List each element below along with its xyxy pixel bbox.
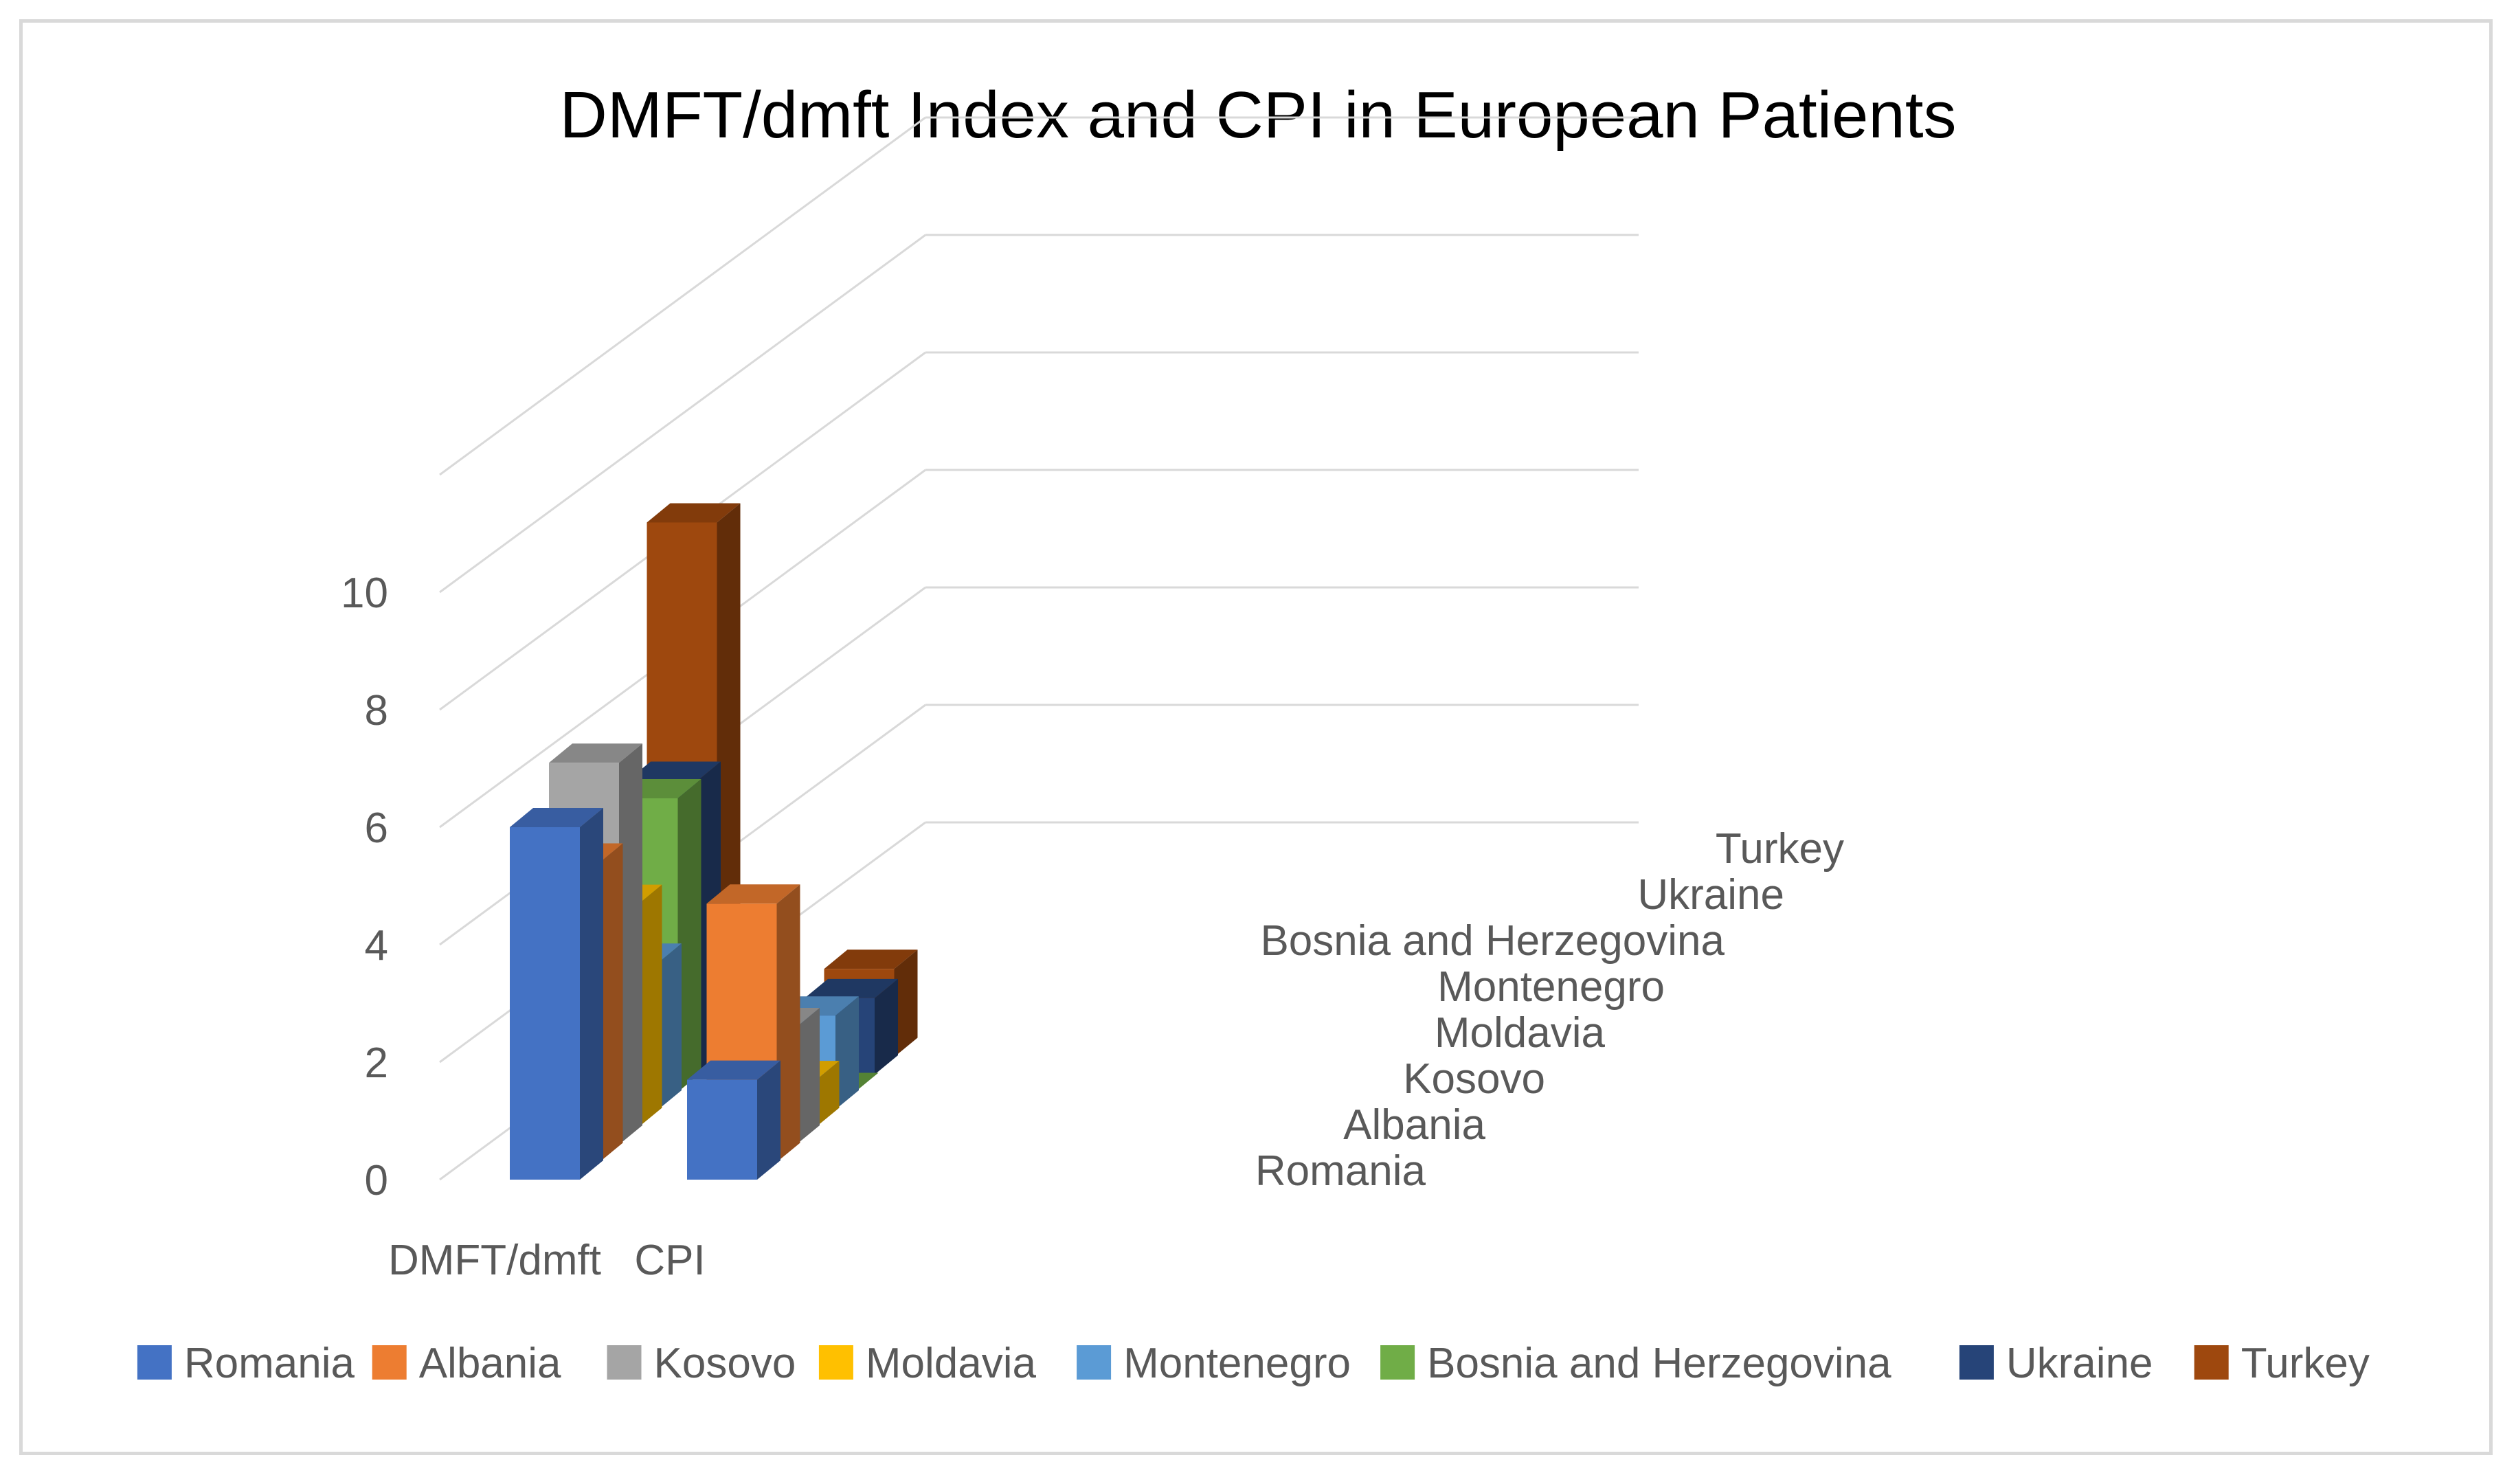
legend-item: Kosovo xyxy=(607,1340,796,1387)
bar-side-face xyxy=(580,808,603,1180)
chart-frame xyxy=(19,19,2493,1455)
legend-item: Albania xyxy=(372,1340,561,1387)
bar-romania-dmft xyxy=(510,808,603,1180)
legend: Romania Albania Kosovo Moldavia Montenegro Bo… xyxy=(137,1340,2370,1387)
category-labels: DMFT/dmft CPI xyxy=(388,1237,706,1284)
legend-swatch xyxy=(1380,1345,1415,1380)
bar-front-face xyxy=(510,827,580,1180)
series-axis-label: Ukraine xyxy=(1637,871,1784,919)
bar-side-face xyxy=(816,1061,840,1127)
legend-swatch xyxy=(2194,1345,2229,1380)
legend-swatch xyxy=(818,1345,853,1380)
bar-side-face xyxy=(619,743,642,1145)
y-tick-label: 6 xyxy=(365,805,388,852)
bar-side-face xyxy=(677,779,701,1092)
bar-side-face xyxy=(796,1008,820,1145)
legend-item: Montenegro xyxy=(1077,1340,1351,1387)
legend-label: Ukraine xyxy=(2006,1340,2153,1387)
legend-label: Montenegro xyxy=(1123,1340,1351,1387)
series-axis-label: Kosovo xyxy=(1403,1055,1545,1103)
bar-side-face xyxy=(757,1060,780,1180)
legend-swatch xyxy=(1959,1345,1994,1380)
legend-label: Albania xyxy=(419,1340,561,1387)
legend-swatch xyxy=(1077,1345,1112,1380)
chart-title: DMFT/dmft Index and CPI in European Pati… xyxy=(560,78,1957,152)
legend-label: Romania xyxy=(184,1340,355,1387)
series-axis-label: Turkey xyxy=(1716,825,1844,873)
bar-side-face xyxy=(599,843,623,1162)
legend-item: Turkey xyxy=(2194,1340,2370,1387)
y-tick-label: 10 xyxy=(341,570,388,617)
y-tick-label: 4 xyxy=(365,922,388,969)
legend-swatch xyxy=(372,1345,407,1380)
bar-side-face xyxy=(894,949,918,1057)
legend-item: Bosnia and Herzegovina xyxy=(1380,1340,1891,1387)
bar-side-face xyxy=(835,996,859,1110)
bar-top-face xyxy=(706,884,800,904)
bar-side-face xyxy=(776,884,800,1162)
legend-label: Bosnia and Herzegovina xyxy=(1427,1340,1891,1387)
legend-item: Moldavia xyxy=(818,1340,1037,1387)
y-tick-label: 2 xyxy=(365,1039,388,1087)
legend-swatch xyxy=(137,1345,172,1380)
series-axis-labels: RomaniaAlbaniaKosovoMoldaviaMontenegroBo… xyxy=(1255,825,1844,1195)
bar-top-face xyxy=(549,743,642,763)
legend-label: Moldavia xyxy=(866,1340,1037,1387)
series-axis-label: Romania xyxy=(1255,1147,1426,1195)
bar-romania-cpi xyxy=(687,1060,780,1180)
series-axis-label: Montenegro xyxy=(1437,963,1665,1011)
legend-swatch xyxy=(607,1345,642,1380)
gridline-side xyxy=(439,234,926,594)
legend-item: Romania xyxy=(137,1340,355,1387)
series-axis-label: Albania xyxy=(1343,1101,1485,1149)
bar-front-face xyxy=(687,1079,757,1180)
bar-side-face xyxy=(875,978,898,1075)
legend-label: Kosovo xyxy=(654,1340,796,1387)
y-tick-label: 8 xyxy=(365,687,388,734)
series-axis-label: Bosnia and Herzegovina xyxy=(1260,917,1725,965)
bar-top-face xyxy=(824,949,918,969)
bar-side-face xyxy=(658,943,682,1110)
bar-top-face xyxy=(647,503,741,523)
category-label: CPI xyxy=(634,1237,705,1284)
legend-label: Turkey xyxy=(2241,1340,2370,1387)
series-axis-label: Moldavia xyxy=(1435,1009,1606,1057)
bar-side-face xyxy=(638,884,662,1127)
legend-item: Ukraine xyxy=(1959,1340,2153,1387)
bars xyxy=(510,503,918,1180)
gridline-side xyxy=(439,116,926,476)
category-label: DMFT/dmft xyxy=(388,1237,601,1284)
y-axis-ticks: 0 2 4 6 8 10 xyxy=(341,570,388,1204)
bar-top-face xyxy=(510,808,603,827)
bar-top-face xyxy=(805,978,898,998)
bar-top-face xyxy=(687,1060,780,1080)
bar-top-face xyxy=(627,761,721,781)
y-tick-label: 0 xyxy=(365,1157,388,1204)
